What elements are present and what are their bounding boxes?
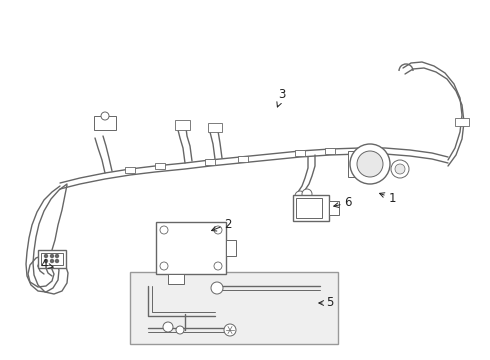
Bar: [130, 272, 338, 344]
Circle shape: [224, 324, 236, 336]
Circle shape: [101, 112, 109, 120]
Circle shape: [295, 191, 305, 201]
Circle shape: [395, 164, 405, 174]
Bar: [208, 123, 222, 132]
Bar: [293, 195, 329, 221]
Bar: [348, 151, 358, 177]
Bar: [41, 253, 63, 265]
Bar: [329, 201, 339, 215]
Circle shape: [357, 151, 383, 177]
Bar: [168, 274, 184, 284]
Circle shape: [45, 260, 48, 262]
Circle shape: [45, 255, 48, 257]
Bar: [38, 250, 66, 268]
Bar: [226, 240, 236, 256]
Bar: [125, 167, 135, 173]
Circle shape: [50, 260, 53, 262]
Bar: [455, 118, 469, 126]
Circle shape: [55, 255, 58, 257]
Text: 3: 3: [277, 89, 286, 107]
Circle shape: [302, 189, 312, 199]
Circle shape: [211, 282, 223, 294]
Circle shape: [176, 326, 184, 334]
Bar: [238, 156, 248, 162]
Text: 1: 1: [380, 192, 396, 204]
Circle shape: [160, 262, 168, 270]
Circle shape: [163, 322, 173, 332]
Bar: [295, 150, 305, 156]
Bar: [296, 198, 322, 218]
Circle shape: [55, 260, 58, 262]
Circle shape: [391, 160, 409, 178]
Bar: [155, 163, 165, 169]
Bar: [325, 148, 335, 154]
Circle shape: [214, 226, 222, 234]
Text: 4: 4: [40, 258, 53, 271]
Bar: [156, 222, 226, 274]
Bar: [175, 120, 190, 130]
Text: 5: 5: [319, 297, 334, 310]
Bar: [94, 116, 116, 130]
Text: 6: 6: [334, 197, 352, 210]
Bar: [358, 147, 368, 153]
Circle shape: [214, 262, 222, 270]
Text: 2: 2: [212, 217, 232, 231]
Circle shape: [350, 144, 390, 184]
Bar: [205, 159, 215, 165]
Circle shape: [160, 226, 168, 234]
Circle shape: [50, 255, 53, 257]
